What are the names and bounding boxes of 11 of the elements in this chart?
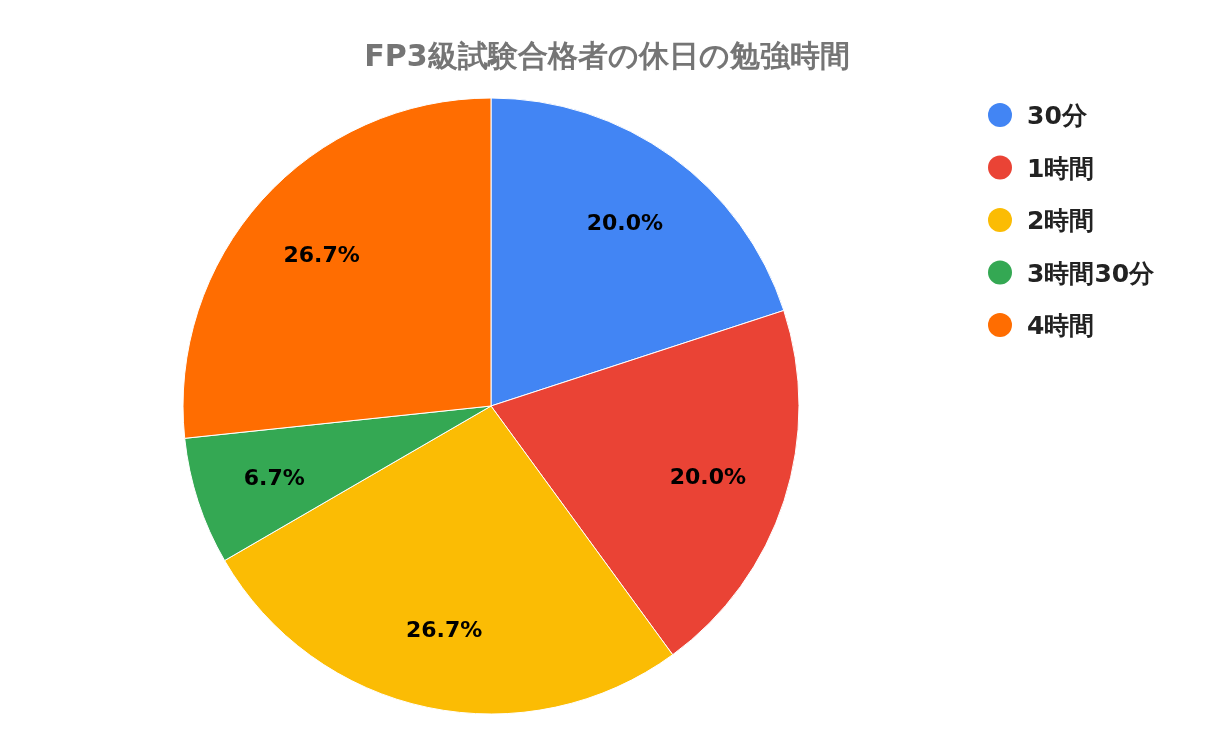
data-label: 6.7% — [243, 464, 305, 490]
legend-label: 3時間30分 — [1027, 258, 1156, 288]
data-label: 26.7% — [405, 617, 483, 643]
legend-label: 2時間 — [1027, 206, 1095, 235]
legend-label: 1時間 — [1027, 153, 1095, 183]
legend-label: 4時間 — [1027, 311, 1095, 340]
data-label: 20.0% — [586, 209, 664, 235]
chart-title: FP3級試験合格者の休日の勉強時間 — [364, 38, 850, 73]
data-label: 26.7% — [283, 241, 360, 267]
legend-label: 30分 — [1027, 101, 1088, 130]
data-label: 20.0% — [669, 464, 747, 490]
